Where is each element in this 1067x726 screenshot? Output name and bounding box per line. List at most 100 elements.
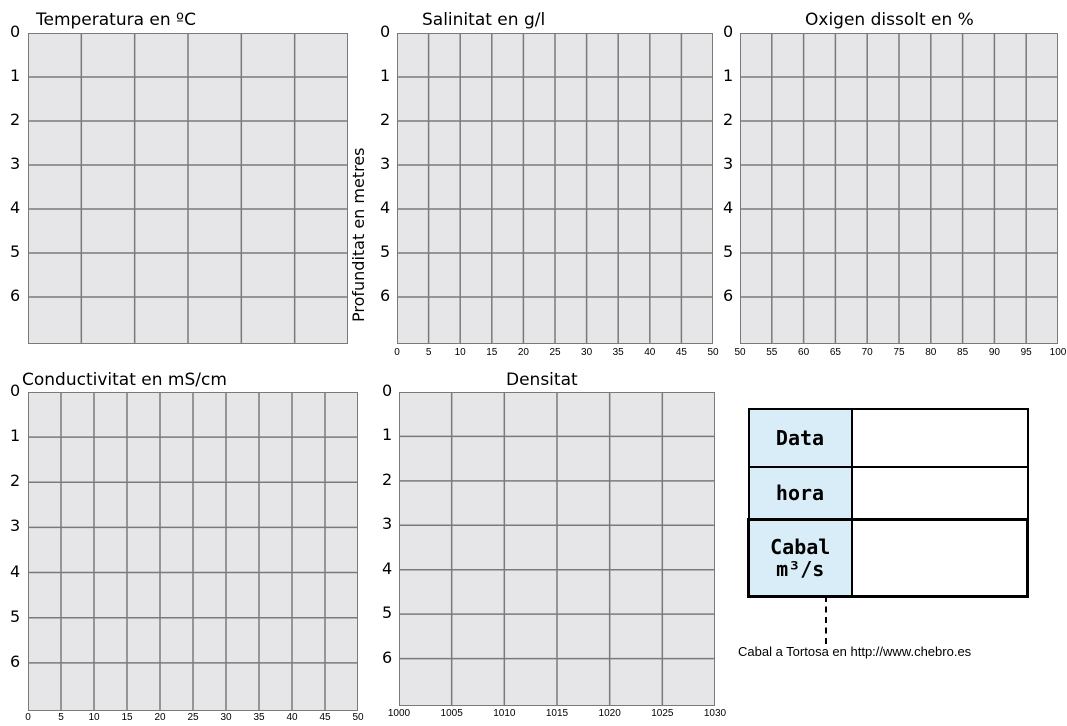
- x-tick-label: 15: [121, 712, 133, 723]
- depth-tick-label: 0: [10, 381, 21, 400]
- depth-tick-label: 3: [10, 516, 21, 536]
- data-value-cell[interactable]: [850, 408, 1029, 468]
- x-tick-label: 100: [1049, 347, 1067, 358]
- x-tick-label: 25: [549, 347, 561, 358]
- depth-tick-label: 5: [382, 603, 393, 623]
- x-tick-label: 65: [829, 347, 841, 358]
- depth-tick-label: 6: [382, 647, 393, 667]
- cabal-label: Cabal m³/s: [747, 517, 853, 598]
- depth-tick-label: 4: [382, 558, 393, 578]
- x-tick-label: 20: [154, 712, 166, 723]
- depth-tick-label: 1: [10, 66, 21, 85]
- grid-lines: [27, 391, 358, 711]
- x-tick-label: 45: [675, 347, 687, 358]
- x-tick-label: 90: [988, 347, 1000, 358]
- x-tick-label: 1020: [598, 708, 621, 719]
- x-tick-label: 20: [517, 347, 529, 358]
- x-tick-label: 50: [352, 712, 364, 723]
- grid-lines: [396, 32, 713, 344]
- dashed-connector: [825, 596, 827, 644]
- x-tick-label: 80: [925, 347, 937, 358]
- x-tick-label: 0: [394, 347, 400, 358]
- x-tick-label: 35: [253, 712, 265, 723]
- x-tick-label: 1015: [545, 708, 569, 719]
- depth-tick-label: 6: [10, 286, 21, 306]
- x-tick-label: 50: [734, 347, 746, 358]
- x-tick-label: 10: [454, 347, 466, 358]
- depth-tick-label: 4: [10, 561, 21, 581]
- x-tick-label: 85: [957, 347, 969, 358]
- x-tick-label: 1025: [651, 708, 674, 719]
- chart-title: Densitat: [506, 370, 578, 390]
- chart-title: Conductivitat en mS/cm: [22, 370, 227, 390]
- x-tick-label: 60: [798, 347, 810, 358]
- chart-title: Temperatura en ºC: [36, 10, 196, 30]
- x-tick-label: 10: [88, 712, 100, 723]
- depth-tick-label: 1: [723, 66, 734, 85]
- x-tick-label: 40: [644, 347, 656, 358]
- depth-tick-label: 2: [10, 471, 21, 491]
- cabal-label-line1: Cabal: [770, 534, 831, 559]
- grid-lines: [27, 32, 348, 344]
- x-tick-label: 1010: [493, 708, 516, 719]
- chart-grid: [27, 391, 358, 711]
- chart-title: Salinitat en g/l: [422, 10, 546, 30]
- depth-tick-label: 3: [380, 154, 391, 174]
- chart-grid: [398, 391, 715, 706]
- depth-tick-label: 0: [10, 22, 21, 41]
- x-tick-label: 1005: [440, 708, 463, 719]
- depth-tick-label: 2: [380, 110, 391, 129]
- depth-tick-label: 4: [10, 198, 21, 218]
- depth-tick-label: 1: [10, 426, 21, 446]
- depth-tick-label: 5: [10, 606, 21, 626]
- x-tick-label: 50: [707, 347, 719, 358]
- depth-tick-label: 4: [723, 198, 734, 218]
- x-tick-label: 70: [861, 347, 873, 358]
- x-tick-label: 35: [612, 347, 624, 358]
- chart-grid: [27, 32, 348, 344]
- chart-grid: [739, 32, 1058, 344]
- data-label: Data: [747, 408, 853, 468]
- x-tick-label: 1030: [703, 708, 727, 719]
- x-tick-label: 30: [581, 347, 593, 358]
- depth-axis-title: Profunditat en metres: [349, 147, 368, 322]
- depth-tick-label: 1: [382, 425, 393, 445]
- x-tick-label: 0: [25, 712, 31, 723]
- info-table: Data hora Cabal m³/s: [747, 408, 1029, 598]
- grid-lines: [739, 32, 1058, 344]
- x-tick-label: 75: [893, 347, 905, 358]
- depth-tick-label: 6: [380, 286, 391, 306]
- depth-tick-label: 2: [10, 110, 21, 129]
- depth-tick-label: 3: [382, 514, 393, 534]
- depth-tick-label: 2: [723, 110, 734, 129]
- depth-tick-label: 5: [723, 242, 734, 262]
- x-tick-label: 55: [766, 347, 778, 358]
- depth-tick-label: 6: [10, 651, 21, 671]
- cabal-value-cell[interactable]: [850, 517, 1029, 598]
- chart-title: Oxigen dissolt en %: [805, 10, 974, 30]
- x-tick-label: 1000: [387, 708, 411, 719]
- depth-tick-label: 5: [10, 242, 21, 262]
- x-tick-label: 30: [220, 712, 232, 723]
- depth-tick-label: 4: [380, 198, 391, 218]
- depth-tick-label: 6: [723, 286, 734, 306]
- x-tick-label: 15: [486, 347, 498, 358]
- depth-tick-label: 5: [380, 242, 391, 262]
- chart-grid: [396, 32, 713, 344]
- depth-tick-label: 0: [380, 22, 391, 41]
- grid-lines: [398, 391, 715, 706]
- x-tick-label: 95: [1020, 347, 1032, 358]
- x-tick-label: 45: [319, 712, 331, 723]
- footnote: Cabal a Tortosa en http://www.chebro.es: [738, 644, 972, 659]
- x-tick-label: 5: [58, 712, 64, 723]
- x-tick-label: 40: [286, 712, 298, 723]
- depth-tick-label: 3: [10, 154, 21, 174]
- depth-tick-label: 0: [382, 381, 393, 400]
- depth-tick-label: 3: [723, 154, 734, 174]
- cabal-label-line2: m³/s: [776, 556, 825, 581]
- depth-tick-label: 1: [380, 66, 391, 85]
- depth-tick-label: 0: [723, 22, 734, 41]
- hora-value-cell[interactable]: [850, 466, 1029, 520]
- x-tick-label: 5: [425, 347, 432, 358]
- hora-label: hora: [747, 466, 853, 520]
